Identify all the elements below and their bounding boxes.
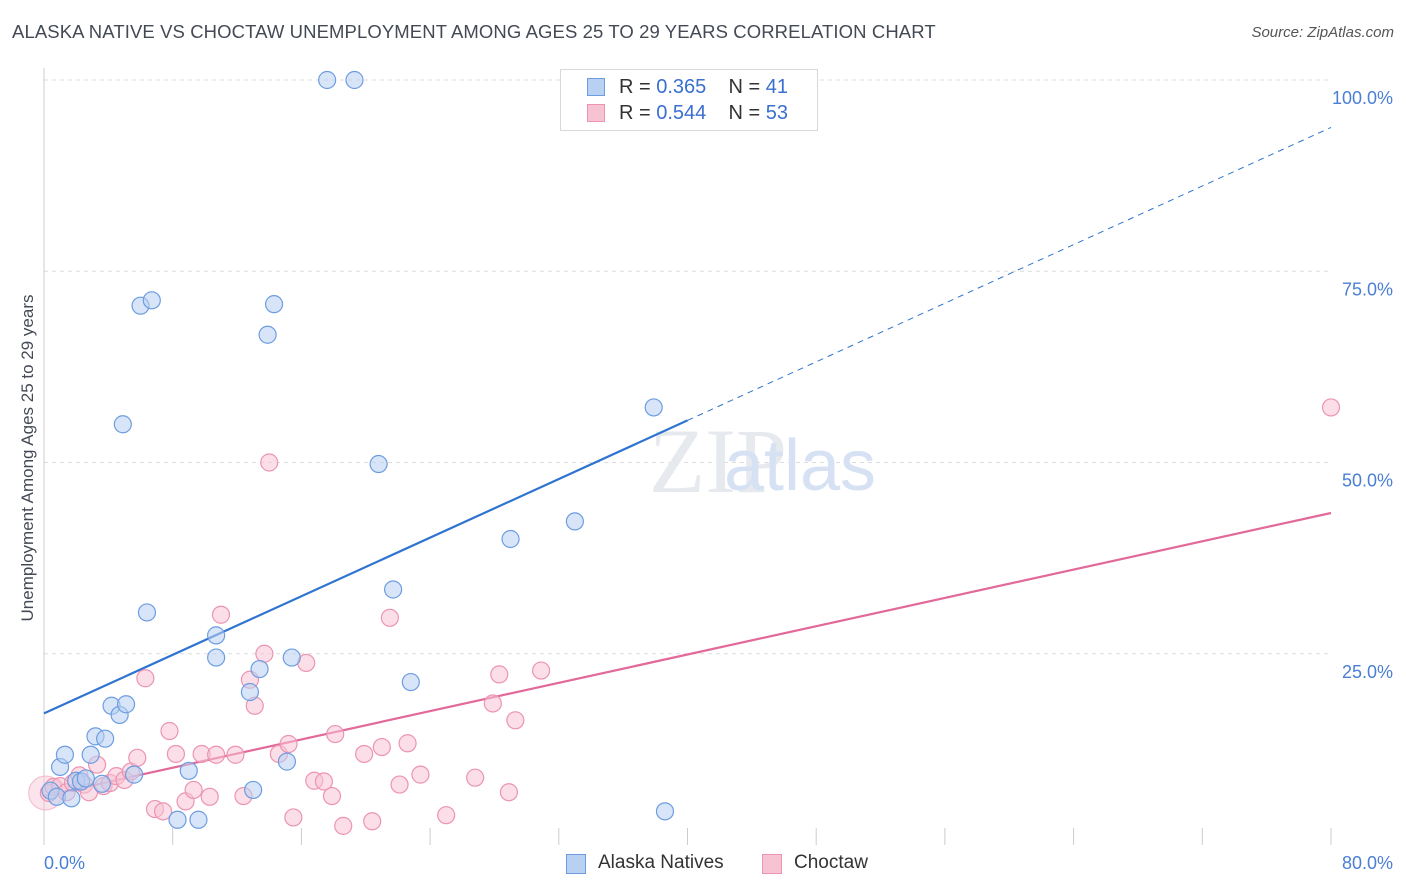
alaska-point — [92, 774, 112, 793]
choctaw-point — [372, 737, 391, 757]
choctaw-point — [322, 786, 342, 806]
choctaw-point — [326, 724, 345, 744]
choctaw-point — [363, 812, 382, 831]
choctaw-point — [314, 772, 334, 791]
n-label: N = — [728, 102, 761, 124]
alaska-point — [137, 603, 157, 622]
y-tick-label: 100.0% — [1332, 88, 1393, 108]
series-legend: Alaska Natives Choctaw — [0, 852, 1406, 878]
alaska-point — [207, 626, 226, 645]
trend-lines — [43, 126, 1332, 798]
r-value: 0.544 — [656, 102, 707, 124]
choctaw-swatch — [587, 104, 605, 122]
r-value: 0.365 — [656, 76, 707, 98]
choctaw-legend-label: Choctaw — [794, 852, 868, 873]
alaska-point — [258, 325, 277, 344]
stats-legend: R = 0.365 N = 41 R = 0.544 N = 53 — [560, 69, 818, 131]
alaska-point — [62, 789, 81, 808]
choctaw-point — [411, 765, 430, 784]
choctaw-point — [226, 745, 245, 764]
alaska-point — [116, 695, 136, 714]
choctaw-point — [211, 605, 231, 624]
alaska-point — [264, 295, 284, 314]
alaska-point — [250, 659, 269, 679]
alaska-point — [501, 529, 520, 549]
alaska-trend-extension — [687, 126, 1332, 421]
alaska-point — [345, 70, 364, 90]
axes — [43, 68, 1332, 845]
alaska-point — [207, 648, 226, 667]
alaska-point — [240, 682, 260, 702]
choctaw-point — [390, 775, 409, 794]
choctaw-point — [160, 721, 179, 741]
choctaw-trend-line — [43, 511, 1332, 798]
alaska-swatch — [587, 78, 605, 96]
choctaw-point — [437, 806, 456, 825]
choctaw-point — [284, 808, 303, 827]
choctaw-point — [334, 816, 353, 835]
alaska-point — [655, 802, 675, 821]
choctaw-point — [207, 745, 226, 764]
alaska-legend-swatch — [566, 854, 586, 874]
n-label: N = — [728, 76, 761, 98]
choctaw-point — [136, 669, 155, 688]
choctaw-point — [398, 734, 417, 753]
alaska-point — [76, 769, 95, 788]
grid-lines — [44, 79, 1331, 655]
alaska-point — [383, 580, 403, 599]
alaska-point — [96, 729, 115, 748]
r-label: R = — [619, 102, 651, 124]
source-credit: Source: ZipAtlas.com — [1251, 24, 1394, 41]
chart-title: ALASKA NATIVE VS CHOCTAW UNEMPLOYMENT AM… — [12, 21, 936, 42]
alaska-trend-line — [43, 419, 688, 715]
choctaw-point — [166, 744, 186, 764]
choctaw-point — [532, 661, 551, 680]
alaska-point — [565, 512, 584, 531]
choctaw-point — [490, 665, 509, 684]
alaska-point — [277, 752, 297, 771]
alaska-point — [142, 291, 161, 310]
choctaw-point — [483, 694, 502, 713]
choctaw-point — [184, 780, 203, 800]
alaska-point — [369, 454, 388, 474]
tick-labels: 25.0% 50.0% 75.0% 100.0% 0.0% 80.0% — [44, 88, 1393, 873]
x-tick-label-max: 80.0% — [1342, 853, 1393, 873]
choctaw-point — [466, 768, 485, 787]
choctaw-point — [128, 748, 147, 767]
choctaw-point — [279, 734, 298, 754]
choctaw-point — [355, 744, 374, 764]
alaska-point — [401, 672, 420, 692]
choctaw-point — [506, 711, 525, 730]
x-tick-label-min: 0.0% — [44, 853, 85, 873]
alaska-point — [282, 648, 301, 667]
choctaw-point — [1321, 398, 1341, 417]
choctaw-point — [380, 608, 399, 627]
choctaw-point — [255, 644, 274, 663]
alaska-point — [124, 765, 144, 784]
data-points — [28, 70, 1341, 835]
alaska-point — [318, 70, 337, 90]
choctaw-point — [153, 802, 173, 821]
n-value: 53 — [765, 102, 789, 124]
alaska-point — [113, 415, 132, 434]
n-value: 41 — [765, 76, 789, 98]
choctaw-legend-swatch — [762, 854, 782, 874]
choctaw-point — [200, 787, 219, 806]
r-label: R = — [619, 76, 651, 98]
alaska-point — [644, 398, 663, 417]
alaska-point — [179, 761, 198, 780]
y-tick-label: 50.0% — [1342, 471, 1393, 491]
y-tick-label: 25.0% — [1342, 662, 1393, 682]
choctaw-point — [260, 453, 279, 472]
alaska-point — [189, 810, 208, 829]
alaska-point — [55, 745, 75, 764]
alaska-point — [168, 810, 187, 829]
y-tick-label: 75.0% — [1342, 279, 1393, 299]
choctaw-point — [499, 783, 519, 802]
alaska-legend-label: Alaska Natives — [598, 852, 724, 873]
alaska-point — [81, 745, 100, 764]
alaska-point — [244, 780, 263, 800]
watermark-atlas: atlas — [724, 426, 876, 506]
